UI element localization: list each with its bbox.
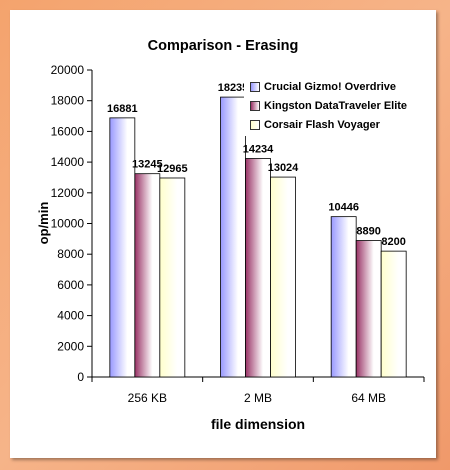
bar-crucial-2mb [220, 96, 246, 378]
data-label: 8890 [356, 226, 380, 238]
legend-item-crucial: Crucial Gizmo! Overdrive [250, 80, 396, 94]
chart-legend: Crucial Gizmo! Overdrive Kingston DataTr… [244, 78, 424, 136]
legend-label-crucial: Crucial Gizmo! Overdrive [264, 81, 397, 93]
bar-crucial-256kb [109, 117, 136, 378]
y-tick-label: 20000 [51, 63, 85, 77]
x-tick-label: 64 MB [351, 391, 386, 405]
x-tick-label: 2 MB [244, 391, 272, 405]
y-tick-label: 16000 [51, 124, 85, 138]
bar-kingston-2mb [245, 158, 271, 378]
y-tick-label: 0 [77, 370, 84, 384]
legend-swatch-kingston [250, 101, 260, 111]
legend-item-corsair: Corsair Flash Voyager [250, 118, 380, 132]
bar-corsair-256kb [159, 177, 186, 378]
x-axis-label: file dimension [210, 416, 306, 432]
bar-kingston-64mb [355, 240, 382, 378]
y-tick-label: 6000 [57, 278, 84, 292]
legend-swatch-crucial [250, 82, 260, 92]
y-tick-label: 8000 [57, 247, 84, 261]
bar-kingston-256kb [134, 173, 161, 378]
data-label: 10446 [328, 202, 359, 214]
x-tick-label: 256 KB [128, 391, 167, 405]
legend-label-kingston: Kingston DataTraveler Elite [264, 100, 408, 112]
data-label: 13024 [268, 162, 299, 174]
y-tick-label: 12000 [51, 186, 85, 200]
bar-corsair-2mb [270, 176, 296, 378]
bar-corsair-64mb [380, 250, 407, 378]
legend-item-kingston: Kingston DataTraveler Elite [250, 99, 407, 113]
data-label: 8200 [381, 236, 405, 248]
chart-title: Comparison - Erasing [147, 38, 299, 54]
bar-crucial-64mb [330, 216, 357, 378]
data-label: 16881 [107, 103, 138, 115]
data-label: 13245 [132, 159, 163, 171]
data-label: 12965 [157, 163, 188, 175]
legend-swatch-corsair [250, 120, 260, 130]
y-tick-label: 10000 [51, 217, 85, 231]
y-tick-label: 4000 [57, 309, 84, 323]
y-tick-label: 18000 [51, 94, 85, 108]
legend-label-corsair: Corsair Flash Voyager [264, 119, 380, 131]
data-label: 14234 [243, 144, 274, 156]
y-tick-label: 2000 [57, 339, 84, 353]
data-label: 18235 [218, 82, 249, 94]
y-tick-label: 14000 [51, 155, 85, 169]
